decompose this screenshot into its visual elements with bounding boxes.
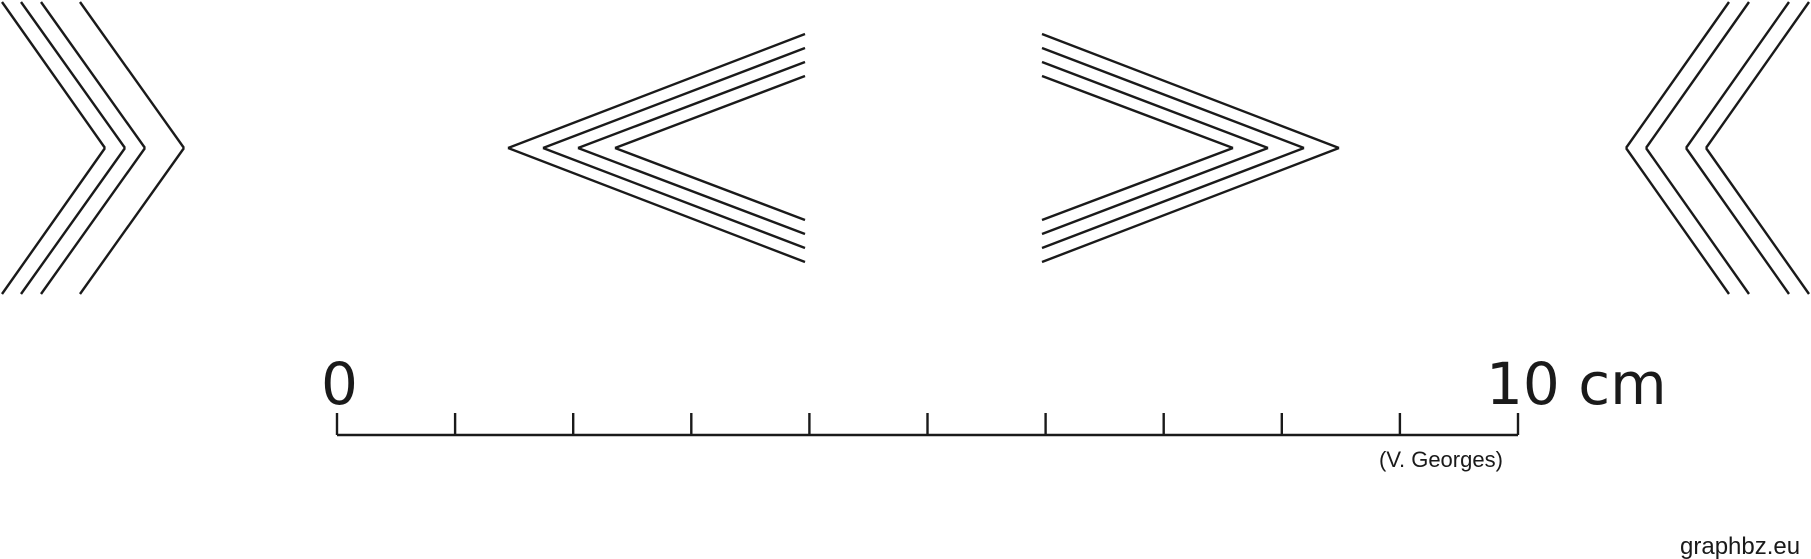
chevron-stripe-upper bbox=[79, 1, 185, 149]
chevron-center-left bbox=[507, 32, 806, 264]
chevron-stripe-upper bbox=[542, 46, 806, 150]
chevron-stripe-upper bbox=[1041, 32, 1340, 150]
chevron-stripe-lower bbox=[79, 147, 185, 295]
chevron-stripe-lower bbox=[1645, 147, 1750, 295]
author-credit: (V. Georges) bbox=[1379, 447, 1503, 472]
chevron-stripe-lower bbox=[507, 146, 806, 264]
chevron-stripe-lower bbox=[614, 146, 806, 222]
chevron-right-edge bbox=[1625, 1, 1810, 295]
scale-end-label: 10 cm bbox=[1486, 350, 1667, 418]
chevron-stripe-upper bbox=[40, 1, 146, 149]
chevron-stripe-lower bbox=[1705, 147, 1810, 295]
chevron-stripe-upper bbox=[1625, 1, 1730, 149]
chevron-stripe-lower bbox=[577, 146, 806, 236]
chevron-stripe-lower bbox=[1685, 147, 1790, 295]
chevron-stripe-lower bbox=[20, 147, 126, 295]
chevron-stripe-upper bbox=[577, 60, 806, 150]
chevron-left-edge bbox=[1, 1, 185, 295]
chevron-stripe-lower bbox=[1041, 146, 1305, 250]
chevron-stripe-lower bbox=[1041, 146, 1234, 222]
scale-bar bbox=[335, 413, 1520, 437]
chevron-stripe-upper bbox=[1041, 46, 1305, 150]
chevron-stripe-lower bbox=[40, 147, 146, 295]
chevron-stripe-upper bbox=[614, 74, 806, 150]
chevron-stripe-lower bbox=[1041, 146, 1340, 264]
chevron-stripe-lower bbox=[1041, 146, 1269, 236]
site-watermark: graphbz.eu bbox=[1680, 533, 1800, 559]
chevron-center-right bbox=[1041, 32, 1340, 264]
chevron-stripe-upper bbox=[1685, 1, 1790, 149]
chevron-stripe-upper bbox=[1645, 1, 1750, 149]
chevron-stripe-upper bbox=[507, 32, 806, 150]
chevron-stripe-lower bbox=[542, 146, 806, 250]
chevron-group bbox=[1, 1, 1810, 295]
chevron-stripe-upper bbox=[1, 1, 106, 149]
chevron-stripe-upper bbox=[20, 1, 126, 149]
chevron-stripe-upper bbox=[1705, 1, 1810, 149]
scale-start-label: 0 bbox=[321, 350, 358, 418]
chevron-stripe-upper bbox=[1041, 60, 1269, 150]
chevron-stripe-lower bbox=[1625, 147, 1730, 295]
chevron-stripe-upper bbox=[1041, 74, 1234, 150]
chevron-stripe-lower bbox=[1, 147, 106, 295]
